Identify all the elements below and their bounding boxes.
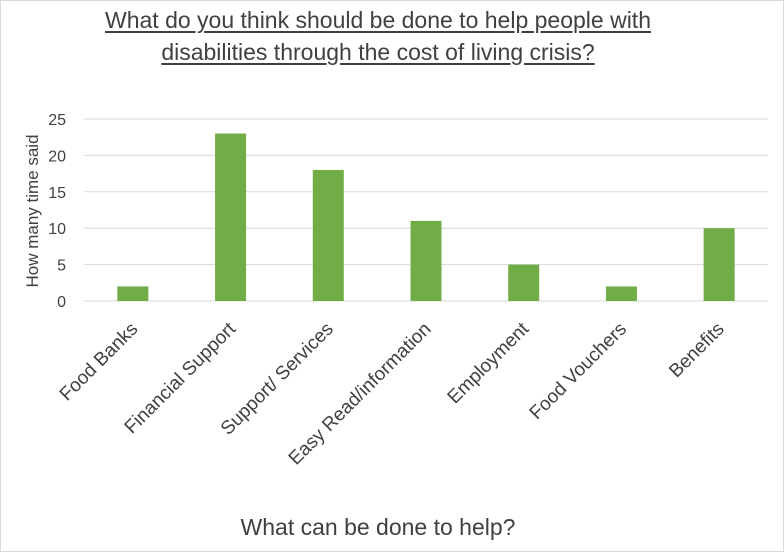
- x-axis-title: What can be done to help?: [241, 514, 516, 540]
- bar-easy-read-information: [410, 220, 442, 301]
- y-tick-label: 20: [48, 148, 66, 165]
- x-category-label: Employment: [444, 318, 534, 408]
- bar-employment: [508, 264, 540, 301]
- bar-support-services: [312, 169, 344, 301]
- chart-title: What do you think should be done to help…: [40, 4, 716, 68]
- bar-food-banks: [117, 286, 149, 301]
- x-category-label: Food Banks: [56, 319, 143, 406]
- y-axis-ticks: 0 5 10 15 20 25: [48, 112, 66, 311]
- y-tick-label: 5: [57, 258, 66, 275]
- x-category-label: Food Vouchers: [526, 319, 631, 424]
- y-tick-label: 15: [48, 185, 66, 202]
- y-tick-label: 25: [48, 112, 66, 129]
- chart-title-line-1: What do you think should be done to help…: [105, 7, 651, 33]
- bar-food-vouchers: [605, 286, 637, 301]
- y-axis-title: How many time said: [23, 134, 42, 287]
- y-tick-label: 10: [48, 221, 66, 238]
- bar-financial-support: [215, 133, 247, 301]
- chart-title-line-2: disabilities through the cost of living …: [161, 39, 595, 65]
- bar-benefits: [703, 228, 735, 301]
- y-tick-label: 0: [57, 294, 66, 311]
- x-category-label: Benefits: [665, 319, 728, 382]
- bars: [117, 133, 735, 301]
